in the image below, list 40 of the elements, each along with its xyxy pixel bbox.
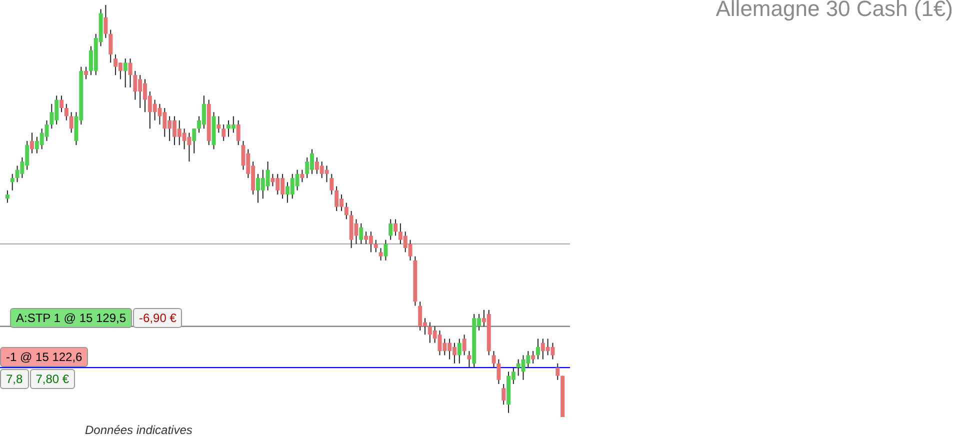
candlestick (330, 173, 334, 196)
candlestick (84, 66, 88, 80)
candlestick (59, 95, 64, 113)
candlestick (378, 248, 383, 261)
candlestick (5, 190, 10, 204)
candlestick (300, 169, 304, 183)
text: Données indicatives (84, 422, 194, 439)
candlestick (388, 218, 393, 240)
annotation: A:STP 1 @ 15 129,5 (10, 308, 132, 328)
candlestick (30, 132, 34, 154)
candlestick (104, 5, 108, 38)
candlestick (64, 103, 68, 121)
candlestick (359, 222, 364, 244)
candlestick (384, 239, 388, 261)
candlestick (344, 202, 348, 220)
candlestick (236, 120, 240, 146)
text: Allemagne 30 Cash (1€) (716, 0, 953, 22)
annotation: -6,90 € (133, 308, 182, 328)
candlestick (10, 173, 14, 191)
candlestick (374, 239, 378, 253)
candlestick (216, 116, 221, 134)
candlestick (69, 112, 74, 134)
candlestick (108, 29, 113, 64)
candlestick (531, 350, 536, 364)
candlestick (192, 128, 196, 154)
annotation: 7,80 € (30, 369, 76, 389)
candlestick (128, 58, 132, 88)
candlestick (123, 58, 128, 88)
candlestick (502, 384, 506, 406)
annotation: -1 @ 15 122,6 (0, 347, 88, 367)
candlestick (496, 358, 501, 385)
annotation: 7,8 (0, 369, 29, 389)
candlestick (462, 334, 466, 356)
candlestick (222, 124, 226, 142)
candlestick (457, 338, 462, 364)
candlestick (467, 350, 472, 368)
candlestick (394, 218, 398, 236)
candlestick (556, 362, 560, 380)
candlestick (536, 338, 540, 360)
candlestick (492, 350, 496, 368)
